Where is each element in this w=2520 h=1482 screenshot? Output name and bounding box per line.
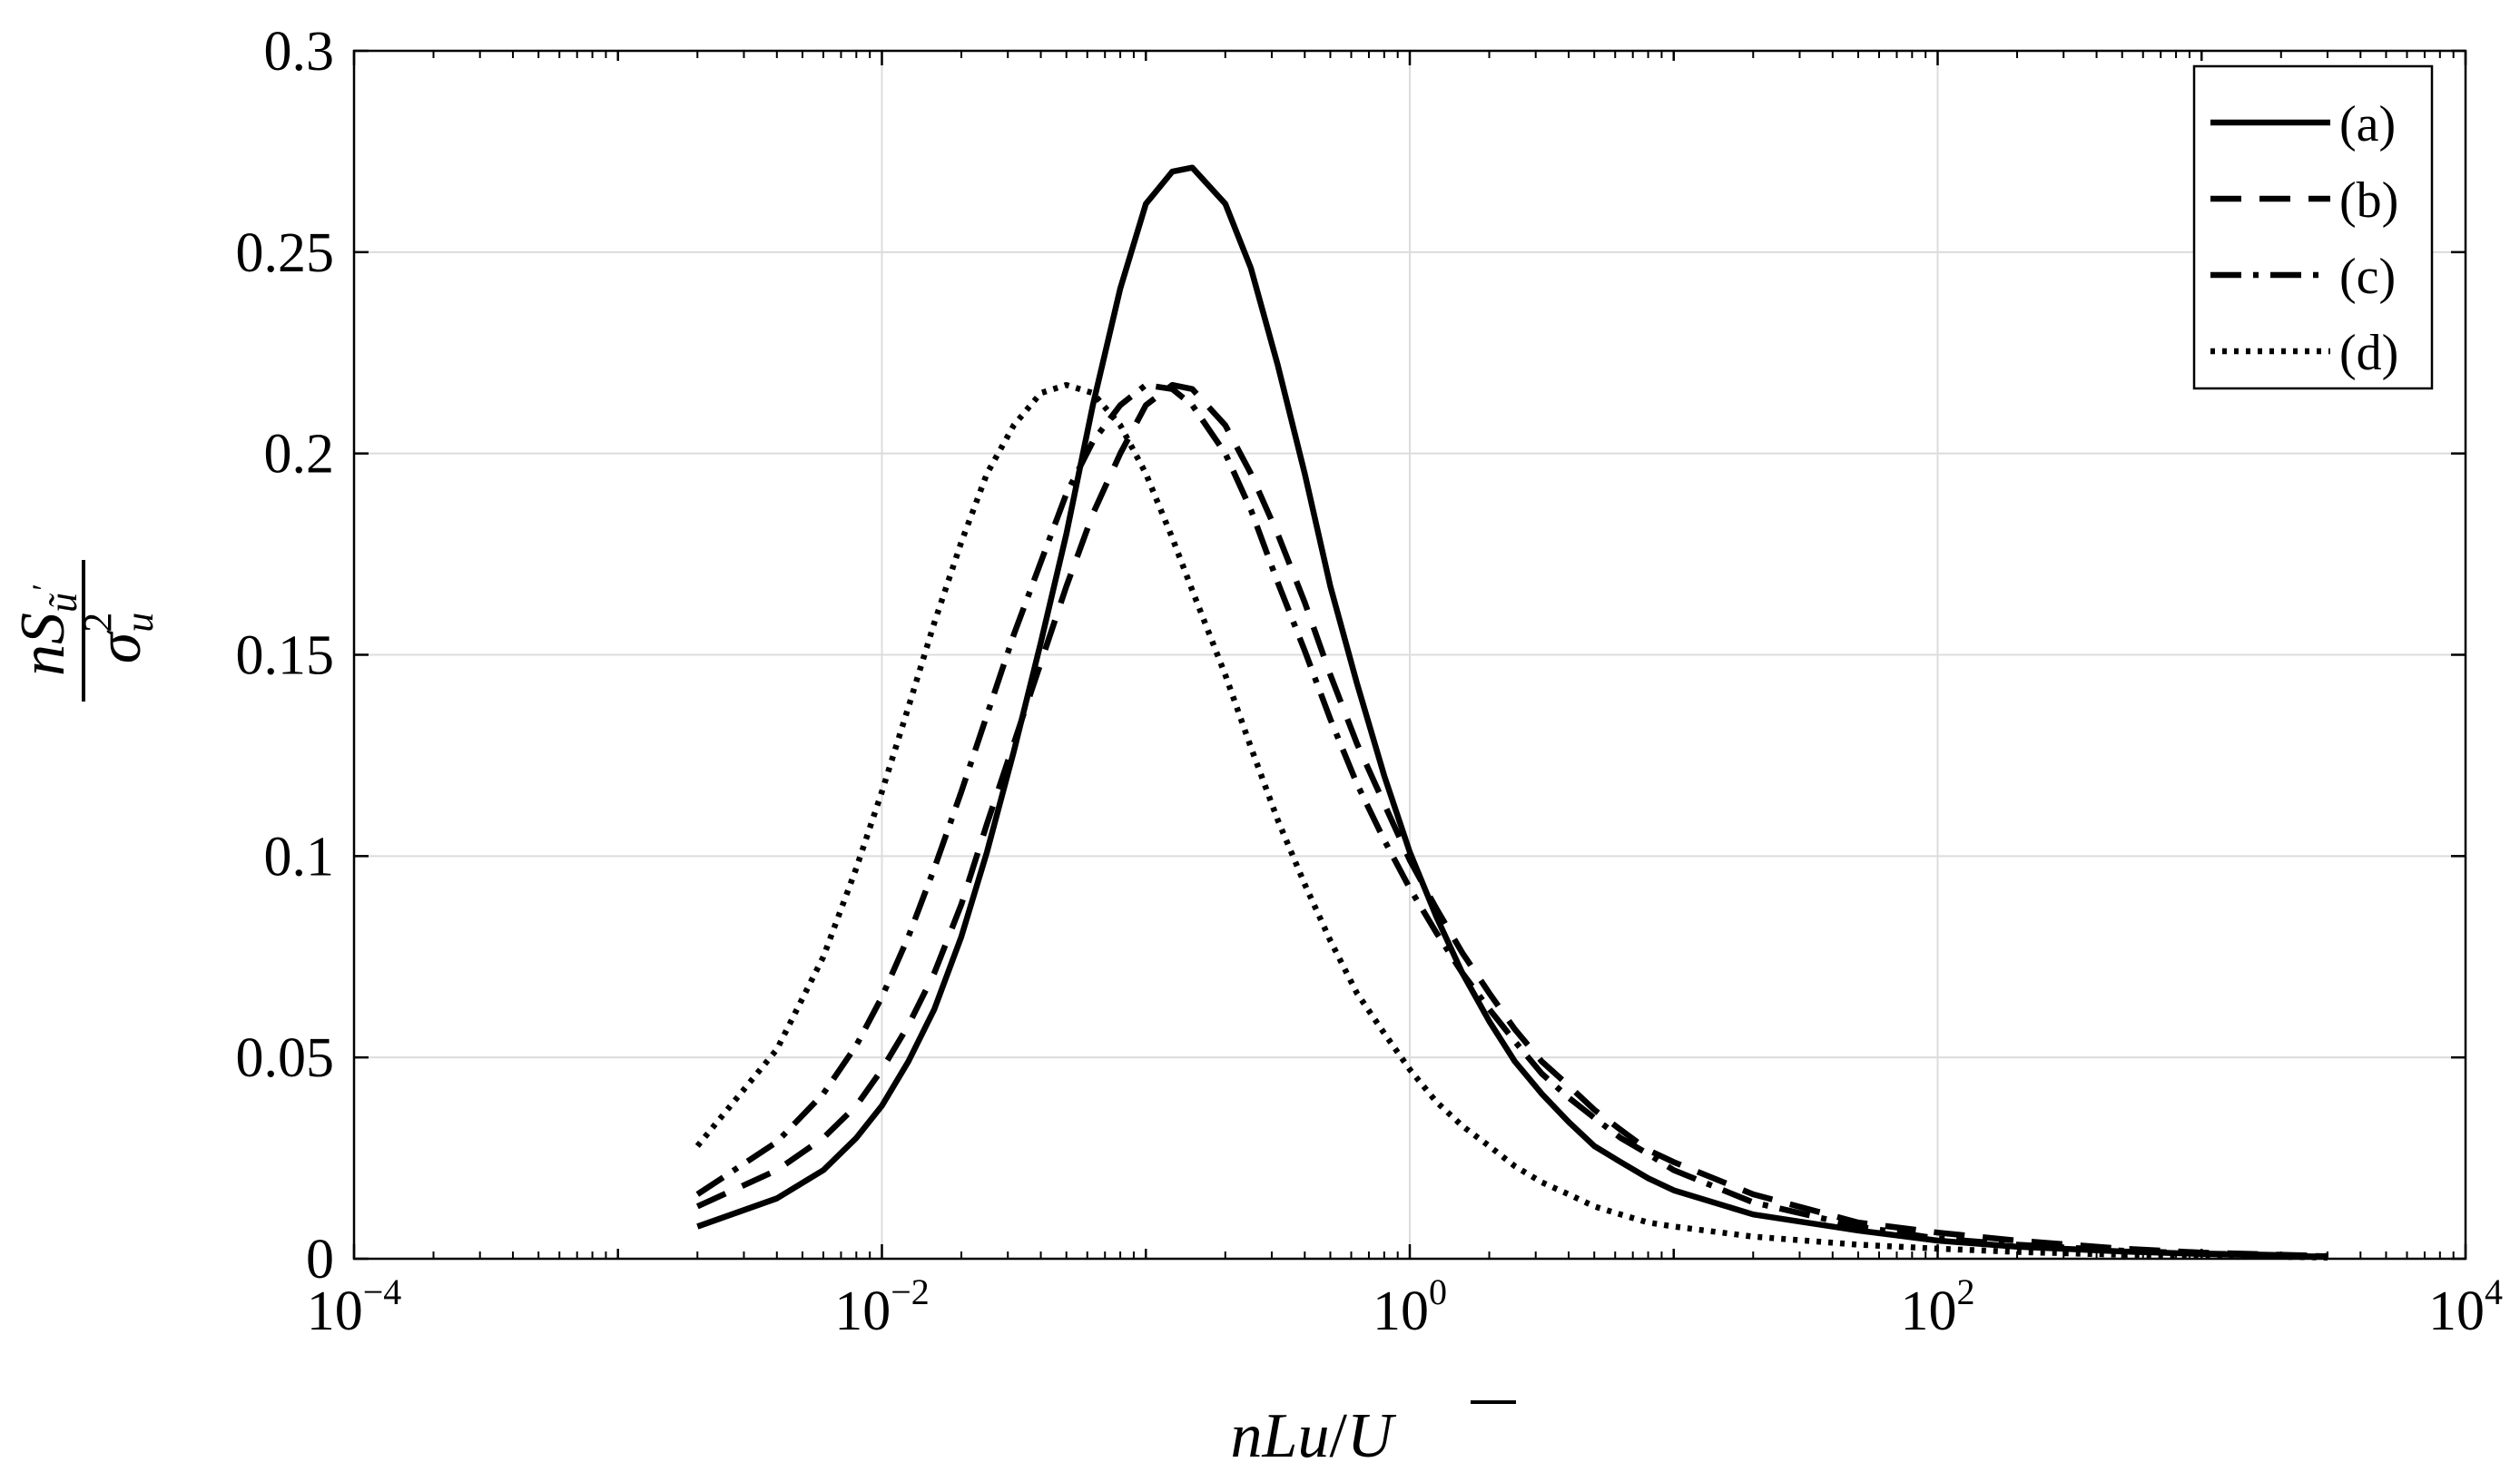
x-tick-label: 10−2 <box>834 1271 930 1342</box>
x-tick-exponent: 2 <box>1957 1271 1975 1312</box>
x-label-U: U <box>1347 1401 1397 1471</box>
x-tick-base: 10 <box>1901 1281 1957 1342</box>
x-tick-label: 102 <box>1901 1271 1975 1342</box>
y-tick-label: 0 <box>306 1229 334 1291</box>
x-tick-label: 10−4 <box>307 1271 402 1342</box>
series-line-4 <box>694 381 2328 1261</box>
x-tick-exponent: −4 <box>363 1271 402 1312</box>
y-axis-label: nSũ′ σu2 <box>8 560 162 702</box>
x-tick-label: 104 <box>2428 1271 2503 1342</box>
y-label-prime: ′ <box>25 584 62 593</box>
legend-label-3: (c) <box>2339 249 2396 305</box>
series-line-3 <box>695 381 2328 1260</box>
x-label-L: L <box>1262 1401 1298 1471</box>
y-tick-label: 0.1 <box>264 826 335 888</box>
legend-label-2: (b) <box>2339 172 2398 229</box>
x-tick-exponent: −2 <box>891 1271 930 1312</box>
x-tick-exponent: 4 <box>2485 1271 2503 1312</box>
series-line-2 <box>695 381 2328 1260</box>
y-label-sigma: σ <box>84 630 154 663</box>
svg-text:nSũ′: nSũ′ <box>8 584 85 676</box>
legend: (a) (b) (c) (d) <box>2192 64 2434 390</box>
y-tick-labels: 0 0.05 0.1 0.15 0.2 0.25 0.3 <box>236 21 335 1291</box>
y-label-sub: u <box>117 613 162 633</box>
y-label-sub-u: ũ <box>41 593 85 613</box>
x-tick-base: 10 <box>834 1281 891 1342</box>
x-tick-base: 10 <box>2428 1281 2485 1342</box>
x-axis-label: nLu/U <box>1231 1400 1516 1471</box>
x-label-slash: / <box>1329 1401 1347 1471</box>
major-ticks <box>352 49 2467 1261</box>
y-label-n: n <box>8 644 78 676</box>
legend-label-1: (a) <box>2339 96 2396 152</box>
series-layer <box>694 164 2328 1261</box>
x-label-u: u <box>1297 1401 1329 1471</box>
y-label-sup: 2 <box>75 613 120 633</box>
y-tick-label: 0.15 <box>236 625 335 687</box>
x-tick-exponent: 0 <box>1429 1271 1447 1312</box>
svg-text:nLu/U: nLu/U <box>1231 1401 1397 1471</box>
y-tick-label: 0.05 <box>236 1027 335 1089</box>
x-tick-base: 10 <box>307 1281 363 1342</box>
x-tick-labels: 10−4 10−2 100 102 104 <box>307 1271 2503 1342</box>
legend-label-4: (d) <box>2339 325 2398 381</box>
y-tick-label: 0.25 <box>236 222 335 284</box>
series-line-1 <box>696 164 2328 1261</box>
x-label-n: n <box>1231 1401 1263 1471</box>
y-tick-label: 0.2 <box>264 424 335 486</box>
y-label-S: S <box>8 613 78 644</box>
y-tick-label: 0.3 <box>264 21 335 83</box>
x-tick-label: 100 <box>1373 1271 1447 1342</box>
x-tick-base: 10 <box>1373 1281 1429 1342</box>
svg-text:σu2: σu2 <box>75 613 162 664</box>
